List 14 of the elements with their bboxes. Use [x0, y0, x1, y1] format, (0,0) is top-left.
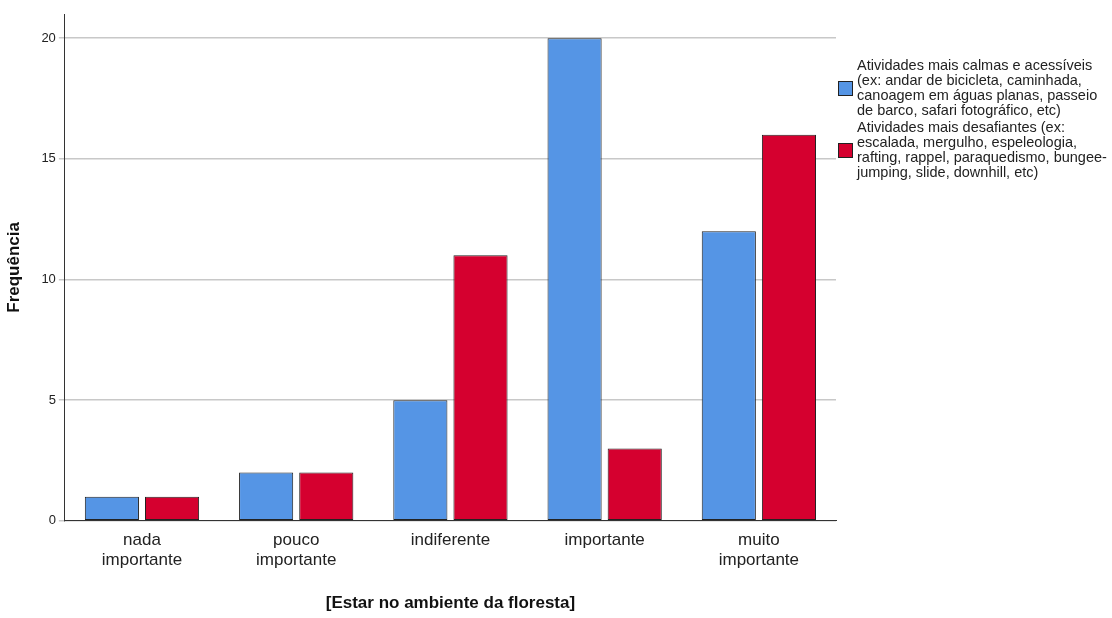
x-tick-label: indiferente: [410, 529, 491, 549]
y-tick-label: 0: [48, 512, 56, 528]
x-tick-label: importante: [564, 529, 645, 549]
x-tick-label: muito importante: [718, 529, 800, 570]
y-tick-label: 20: [41, 29, 56, 45]
y-tick-label: 10: [41, 271, 56, 287]
y-axis-title: Frequência: [3, 221, 23, 313]
x-tick-label: nada importante: [101, 529, 183, 570]
y-tick-label: 15: [41, 150, 56, 166]
x-tick-label: pouco importante: [256, 529, 337, 570]
legend-label: Atividades mais desafiantes (ex: escalada, mergulho, espeleologia, rafting, rappel, paraquedismo, bungee-jumping, slide, downhill, etc): [857, 119, 1108, 180]
y-tick-label: 5: [48, 391, 56, 407]
x-axis-title: [Estar no ambiente da floresta]: [325, 593, 576, 613]
legend-label: Atividades mais calmas e acessíveis (ex: andar de bicicleta, caminhada, canoagem em águas planas, passeio de barco, safari fotográfico, etc): [857, 57, 1099, 118]
